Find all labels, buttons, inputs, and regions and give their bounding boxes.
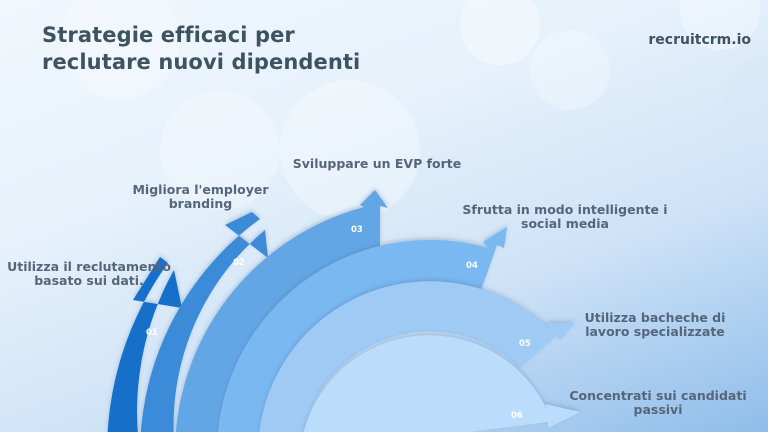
step-label-03: Sviluppare un EVP forte xyxy=(292,156,462,171)
ring-step-01 xyxy=(107,257,182,432)
step-number-01: 01 xyxy=(146,328,158,338)
brand-logo-text: recruitcrm.io xyxy=(648,32,751,48)
ring-step-03 xyxy=(175,190,388,432)
step-number-02: 02 xyxy=(233,258,245,268)
title-line-2: reclutare nuovi dipendenti xyxy=(42,50,361,74)
step-label-02: Migliora l'employer branding xyxy=(132,182,269,211)
page-title: Strategie efficaci per reclutare nuovi d… xyxy=(42,22,360,76)
step-number-05: 05 xyxy=(519,339,531,349)
title-line-1: Strategie efficaci per xyxy=(42,23,295,47)
step-label-06: Concentrati sui candidati passivi xyxy=(569,388,747,417)
step-label-01: Utilizza il reclutamento basato sui dati… xyxy=(7,259,171,288)
step-number-06: 06 xyxy=(511,411,523,421)
ring-step-04 xyxy=(218,227,507,432)
step-label-05: Utilizza bacheche di lavoro specializzat… xyxy=(584,310,726,339)
ring-step-06 xyxy=(303,335,580,432)
step-label-04: Sfrutta in modo intelligente i social me… xyxy=(462,202,668,231)
ring-step-02 xyxy=(140,212,268,432)
step-number-03: 03 xyxy=(351,225,363,235)
step-number-04: 04 xyxy=(466,261,478,271)
ring-step-05 xyxy=(259,281,575,432)
